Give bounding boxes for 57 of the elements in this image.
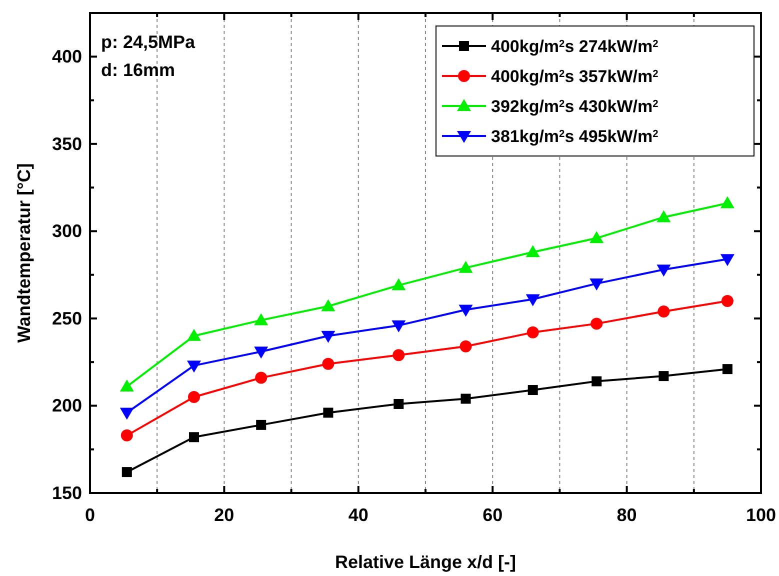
point [256, 420, 266, 430]
point [189, 432, 200, 442]
point [722, 364, 732, 374]
point [526, 294, 540, 306]
y-tick-label: 300 [52, 221, 82, 242]
point [392, 278, 406, 290]
y-tick-label: 150 [52, 483, 82, 503]
annotation: p: 24,5MPa [101, 32, 196, 52]
x-tick-label: 60 [482, 505, 503, 525]
point [255, 372, 268, 384]
point [392, 349, 405, 362]
x-tick-label: 0 [84, 505, 96, 525]
point [526, 245, 540, 258]
legend-label: 392kg/m$^{2}$s 430kW/m$^{2}$ [491, 97, 659, 116]
x-tick-label: 100 [746, 505, 776, 525]
point [460, 340, 472, 352]
point [321, 330, 336, 343]
point [187, 360, 202, 373]
point [658, 371, 669, 382]
y-tick-label: 350 [52, 134, 82, 154]
x-tick-label: 40 [348, 505, 368, 525]
point [120, 429, 133, 442]
point [656, 210, 671, 222]
y-tick-label: 250 [52, 308, 82, 328]
y-axis-title: Wandtemperatur [°C] [14, 163, 34, 343]
point [120, 408, 134, 420]
point [120, 380, 134, 392]
legend-label: 381kg/m$^{2}$s 495kW/m$^{2}$ [491, 127, 659, 146]
x-axis-title: Relative Länge x/d [-] [334, 552, 516, 572]
x-tick-label: 20 [214, 505, 234, 525]
legend-label: 400kg/m$^{2}$s 357kW/m$^{2}$ [491, 67, 659, 86]
point [392, 320, 406, 332]
point [590, 231, 604, 244]
y-tick-label: 200 [52, 396, 82, 416]
point [528, 385, 538, 396]
point [122, 467, 132, 478]
point [590, 318, 603, 330]
point [720, 196, 734, 208]
legend-label: 400kg/m$^{2}$s 274kW/m$^{2}$ [491, 37, 659, 56]
point [458, 260, 473, 273]
point [721, 295, 734, 307]
annotation: d: 16mm [101, 60, 176, 80]
point [323, 408, 334, 418]
point [254, 313, 268, 326]
point [460, 394, 471, 404]
point [526, 326, 539, 338]
point [188, 391, 200, 403]
y-tick-label: 400 [52, 46, 82, 67]
x-tick-label: 80 [616, 505, 637, 525]
point [254, 346, 268, 359]
point [592, 376, 602, 386]
point [321, 299, 336, 312]
point [394, 398, 404, 409]
point [322, 358, 334, 370]
point [658, 305, 670, 318]
point [187, 328, 202, 341]
point [458, 304, 473, 317]
